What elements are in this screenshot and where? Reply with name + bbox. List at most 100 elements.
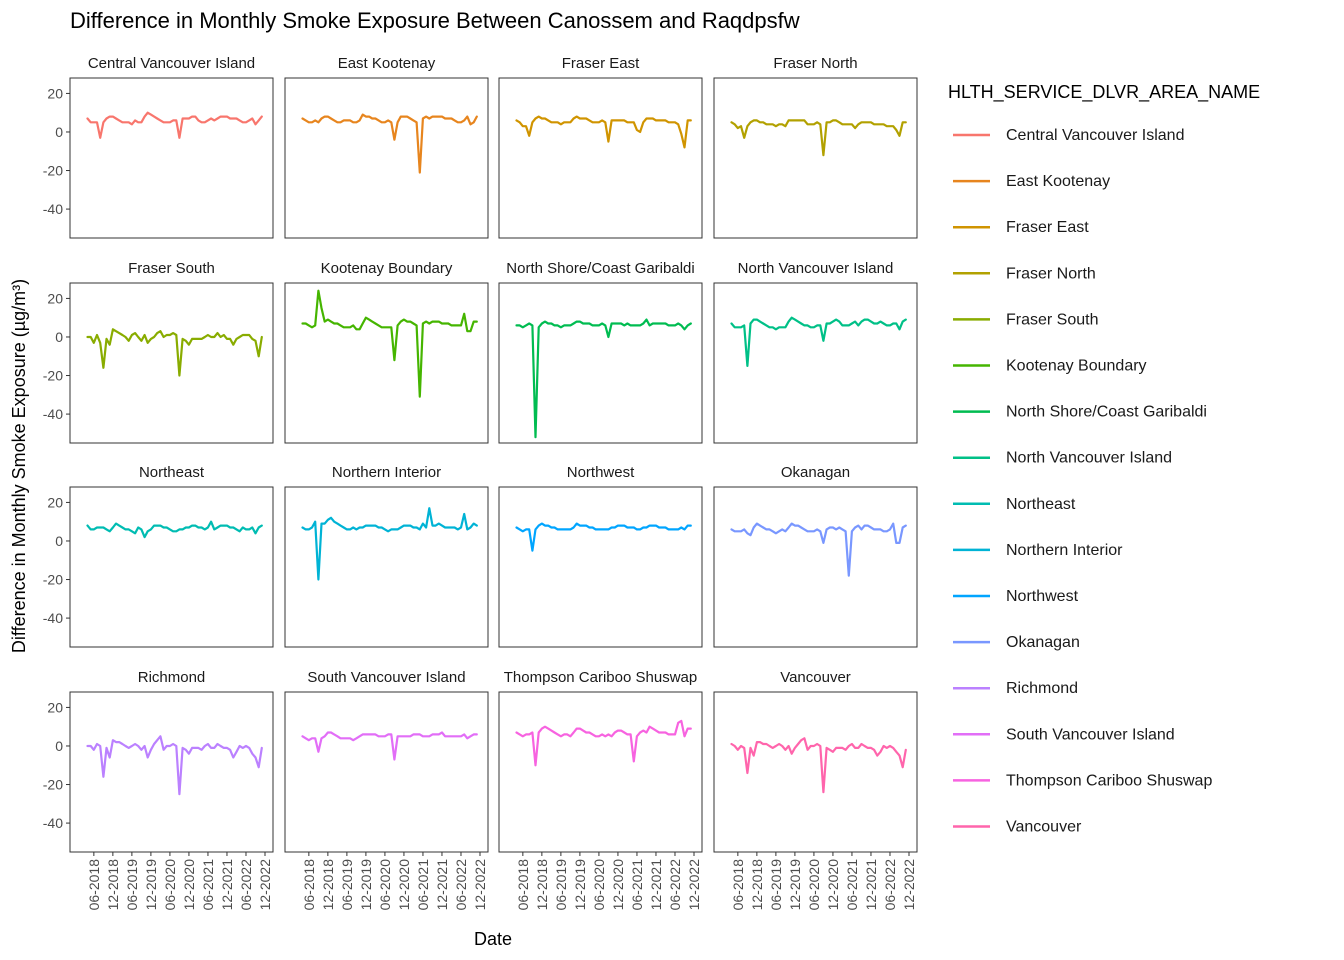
panel-strip-label: Northwest: [567, 464, 635, 481]
legend-item-northeast: Northeast: [953, 496, 1076, 513]
legend-label: Fraser East: [1006, 219, 1089, 236]
legend-label: North Shore/Coast Garibaldi: [1006, 404, 1207, 421]
panel-border: [498, 77, 703, 239]
panel-north-shore-coast-garibaldi: North Shore/Coast Garibaldi: [498, 260, 703, 444]
series-line-north-shore-coast-garibaldi: [515, 318, 692, 439]
y-axis-label: Difference in Monthly Smoke Exposure (µg…: [9, 279, 29, 653]
panel-border: [284, 77, 489, 239]
series-line-fraser-east: [515, 115, 692, 149]
legend-label: Northern Interior: [1006, 542, 1123, 559]
y-tick-label: 0: [55, 738, 63, 754]
legend-item-north-shore-coast-garibaldi: North Shore/Coast Garibaldi: [953, 404, 1207, 421]
series-line-richmond: [86, 735, 263, 796]
series-line-fraser-south: [86, 328, 263, 377]
legend-label: Kootenay Boundary: [1006, 358, 1147, 375]
legend-item-east-kootenay: East Kootenay: [953, 173, 1110, 190]
legend-label: Richmond: [1006, 680, 1078, 697]
legend-item-fraser-east: Fraser East: [953, 219, 1089, 236]
panel-fraser-north: Fraser North: [713, 55, 918, 239]
panel-strip-label: North Shore/Coast Garibaldi: [506, 260, 694, 277]
legend-item-fraser-south: Fraser South: [953, 311, 1098, 328]
series-line-thompson-cariboo-shuswap: [515, 719, 692, 767]
x-tick-label: 12-2022: [901, 859, 917, 911]
panel-border: [69, 282, 274, 444]
legend-label: North Vancouver Island: [1006, 450, 1172, 467]
x-tick-label: 06-2019: [553, 859, 569, 911]
legend-label: Okanagan: [1006, 634, 1080, 651]
legend: Central Vancouver Island East Kootenay Fra…: [953, 127, 1212, 836]
panel-northwest: Northwest: [498, 464, 703, 648]
series-line-vancouver: [730, 737, 907, 794]
x-tick-label: 12-2020: [181, 859, 197, 911]
panel-east-kootenay: East Kootenay: [284, 56, 489, 239]
y-tick-label: -40: [43, 201, 63, 217]
y-tick-label: -40: [43, 815, 63, 831]
facet-panels: Central Vancouver Island 20 0 -20 -40 East Ko…: [43, 55, 918, 911]
legend-item-north-vancouver-island: North Vancouver Island: [953, 450, 1172, 467]
legend-item-central-vancouver-island: Central Vancouver Island: [953, 127, 1184, 144]
panel-strip-label: Fraser North: [773, 55, 857, 72]
x-tick-label: 12-2018: [105, 859, 121, 911]
x-tick-label: 12-2021: [648, 859, 664, 911]
x-tick-label: 12-2020: [396, 859, 412, 911]
chart-title: Difference in Monthly Smoke Exposure Bet…: [70, 8, 800, 33]
series-line-northern-interior: [301, 507, 478, 581]
panel-strip-label: Fraser South: [128, 260, 215, 277]
legend-item-south-vancouver-island: South Vancouver Island: [953, 726, 1175, 743]
y-tick-label: -20: [43, 163, 63, 179]
x-tick-label: 12-2022: [686, 859, 702, 911]
y-tick-label: -40: [43, 406, 63, 422]
x-tick-label: 12-2021: [434, 859, 450, 911]
panel-strip-label: Richmond: [138, 669, 206, 686]
series-line-central-vancouver-island: [86, 111, 263, 139]
series-line-fraser-north: [730, 119, 907, 157]
x-tick-label: 06-2018: [730, 859, 746, 911]
y-tick-label: 20: [47, 699, 63, 715]
x-tick-label: 06-2020: [806, 859, 822, 911]
panel-strip-label: Central Vancouver Island: [88, 55, 255, 72]
panel-border: [713, 77, 918, 239]
y-tick-label: 20: [47, 494, 63, 510]
y-tick-label: 0: [55, 124, 63, 140]
legend-item-vancouver: Vancouver: [953, 819, 1082, 836]
x-tick-label: 12-2022: [257, 859, 273, 911]
panel-strip-label: Vancouver: [780, 669, 851, 686]
panel-strip-label: Kootenay Boundary: [321, 260, 453, 277]
series-line-northeast: [86, 520, 263, 539]
panel-border: [284, 486, 489, 648]
panel-border: [498, 282, 703, 444]
panel-border: [498, 691, 703, 853]
x-tick-label: 06-2018: [86, 859, 102, 911]
legend-label: Central Vancouver Island: [1006, 127, 1184, 144]
x-tick-label: 06-2020: [162, 859, 178, 911]
y-tick-label: 20: [47, 85, 63, 101]
panel-border: [713, 486, 918, 648]
panel-strip-label: South Vancouver Island: [307, 669, 465, 686]
x-tick-label: 12-2019: [787, 859, 803, 911]
legend-label: Fraser North: [1006, 265, 1096, 282]
panel-border: [69, 691, 274, 853]
x-tick-label: 06-2021: [629, 859, 645, 911]
legend-item-richmond: Richmond: [953, 680, 1078, 697]
x-tick-label: 12-2021: [219, 859, 235, 911]
y-tick-label: 0: [55, 533, 63, 549]
series-line-north-vancouver-island: [730, 316, 907, 368]
x-tick-label: 06-2020: [591, 859, 607, 911]
x-tick-label: 06-2018: [515, 859, 531, 911]
series-line-east-kootenay: [301, 113, 478, 174]
panel-fraser-south: Fraser South 20 0 -20 -40: [43, 260, 274, 444]
x-tick-label: 06-2019: [768, 859, 784, 911]
legend-item-kootenay-boundary: Kootenay Boundary: [953, 358, 1147, 375]
x-tick-label: 06-2022: [882, 859, 898, 911]
legend-item-fraser-north: Fraser North: [953, 265, 1096, 282]
panel-border: [498, 486, 703, 648]
panel-kootenay-boundary: Kootenay Boundary: [284, 260, 489, 444]
panel-okanagan: Okanagan: [713, 465, 918, 648]
x-tick-label: 12-2022: [472, 859, 488, 911]
panel-border: [284, 691, 489, 853]
x-tick-label: 06-2020: [377, 859, 393, 911]
y-tick-label: 20: [47, 290, 63, 306]
x-tick-label: 12-2019: [572, 859, 588, 911]
